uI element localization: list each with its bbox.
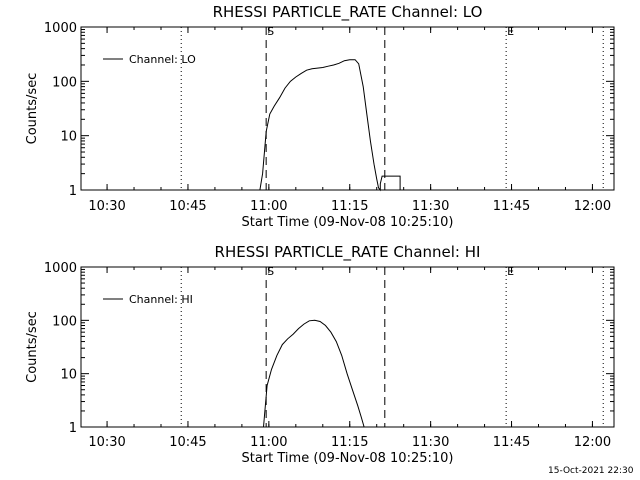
panel-2-marker-s: S (267, 265, 274, 278)
panel-2-y-axis-label: Counts/sec (25, 311, 40, 383)
panel-1-y-tick-label: 10 (60, 130, 77, 145)
panel-2-x-tick-label: 11:45 (493, 435, 530, 450)
panel-2-y-tick-label: 1 (69, 421, 77, 436)
panel-1-x-tick-label: 11:30 (412, 199, 449, 214)
panel-2-x-tick-label: 10:45 (169, 435, 206, 450)
panel-1-y-tick-label: 100 (52, 75, 77, 90)
panel-1-marker-e: E (507, 25, 514, 38)
panel-1-y-tick-label: 1000 (44, 21, 77, 36)
panel-1-x-tick-label: 11:15 (331, 199, 368, 214)
panel-1-series-line (259, 59, 401, 192)
panel-2-legend-label: Channel: HI (129, 293, 193, 306)
panel-1-x-tick-label: 10:45 (169, 199, 206, 214)
panel-1-title: RHESSI PARTICLE_RATE Channel: LO (213, 3, 483, 22)
panel-1-x-tick-label: 10:30 (88, 199, 125, 214)
panel-2-x-axis-label: Start Time (09-Nov-08 10:25:10) (242, 451, 454, 466)
panel-1-marker-s: S (267, 25, 274, 38)
panel-1-x-tick-label: 12:00 (574, 199, 611, 214)
panel-1-y-axis-label: Counts/sec (25, 73, 40, 145)
panel-2-x-tick-label: 11:00 (250, 435, 287, 450)
panel-2-y-tick-label: 100 (52, 314, 77, 329)
panel-2-x-tick-label: 11:30 (412, 435, 449, 450)
panel-1-x-tick-label: 11:00 (250, 199, 287, 214)
panel-1-x-axis-label: Start Time (09-Nov-08 10:25:10) (242, 215, 454, 230)
panel-1-x-tick-label: 11:45 (493, 199, 530, 214)
panel-2-x-tick-label: 12:00 (574, 435, 611, 450)
timestamp-footer: 15-Oct-2021 22:30 (548, 466, 634, 476)
panel-1-plot-frame (80, 26, 615, 191)
panel-2-marker-e: E (507, 265, 514, 278)
panel-1-y-tick-label: 1 (69, 184, 77, 199)
panel-2-y-tick-label: 10 (60, 368, 77, 383)
panel-1-legend-label: Channel: LO (129, 53, 196, 66)
panel-2-x-tick-label: 10:30 (88, 435, 125, 450)
panel-2-series-line (263, 319, 365, 428)
panel-2-y-tick-label: 1000 (44, 261, 77, 276)
panel-2-x-tick-label: 11:15 (331, 435, 368, 450)
panel-2-plot-frame (80, 266, 615, 428)
panel-2-title: RHESSI PARTICLE_RATE Channel: HI (215, 243, 481, 262)
